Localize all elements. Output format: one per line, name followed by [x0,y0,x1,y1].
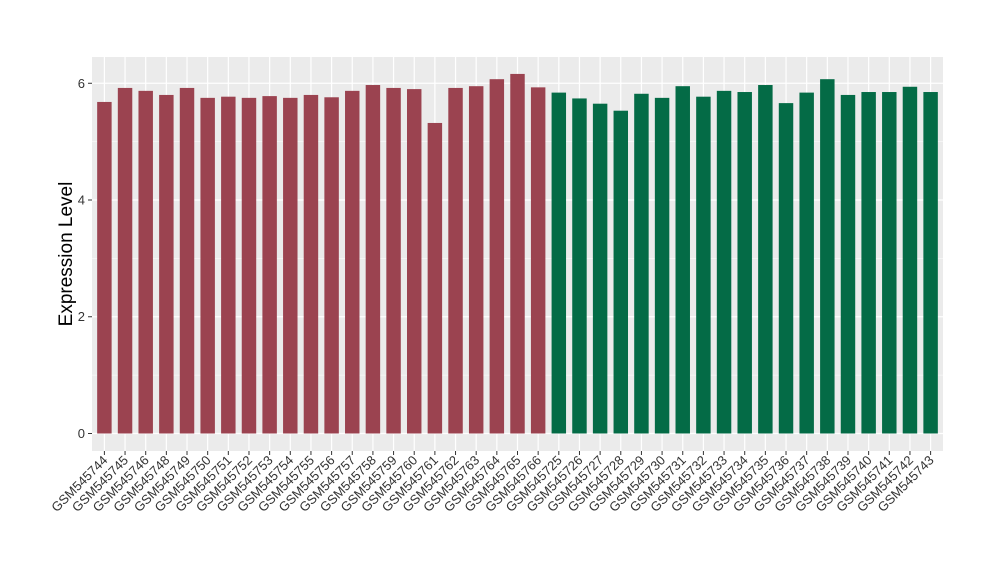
bar-GSM545741 [882,92,897,434]
bar-GSM545728 [613,110,629,434]
bar-GSM545765 [510,73,525,434]
bar-GSM545755 [303,94,319,434]
bar-GSM545742 [902,86,918,434]
bar-GSM545744 [97,101,112,434]
bar-GSM545739 [840,94,856,434]
bar-GSM545762 [448,87,463,434]
bars [97,73,938,434]
bar-GSM545733 [716,90,732,434]
bar-GSM545740 [861,92,876,434]
bar-GSM545746 [138,90,153,434]
bar-GSM545732 [696,96,711,434]
bar-GSM545745 [117,87,133,434]
y-axis: 0 2 4 6 [78,76,92,441]
bar-GSM545750 [200,97,215,434]
x-axis: GSM545744GSM545745GSM545746GSM545748GSM5… [48,451,937,515]
bar-GSM545727 [592,103,608,434]
bar-GSM545743 [923,92,938,434]
bar-GSM545756 [324,97,339,434]
bar-GSM545763 [468,86,484,434]
bar-GSM545764 [489,79,505,434]
bar-GSM545749 [179,87,195,434]
bar-GSM545736 [778,103,794,434]
bar-GSM545726 [572,98,587,434]
y-tick-label: 4 [78,193,85,208]
bar-GSM545758 [365,85,381,434]
bar-GSM545761 [427,122,443,434]
bar-GSM545760 [406,89,422,434]
bar-GSM545759 [386,87,401,434]
bar-GSM545754 [283,97,298,434]
bar-GSM545752 [241,97,257,434]
bar-GSM545748 [159,94,174,434]
bar-GSM545738 [820,79,835,434]
bar-GSM545751 [221,96,236,434]
bar-GSM545757 [345,90,360,434]
bar-GSM545725 [551,92,567,434]
bar-GSM545729 [634,93,649,434]
bar-GSM545753 [262,96,277,434]
y-tick-label: 6 [78,76,85,91]
bar-GSM545731 [675,86,690,434]
y-axis-label: Expression Level [56,182,77,327]
bar-GSM545735 [758,85,773,434]
bar-GSM545766 [530,87,546,434]
y-tick-label: 0 [78,426,85,441]
bar-GSM545737 [799,92,814,434]
bar-GSM545730 [654,97,670,434]
y-tick-label: 2 [78,309,85,324]
bar-GSM545734 [737,92,752,434]
